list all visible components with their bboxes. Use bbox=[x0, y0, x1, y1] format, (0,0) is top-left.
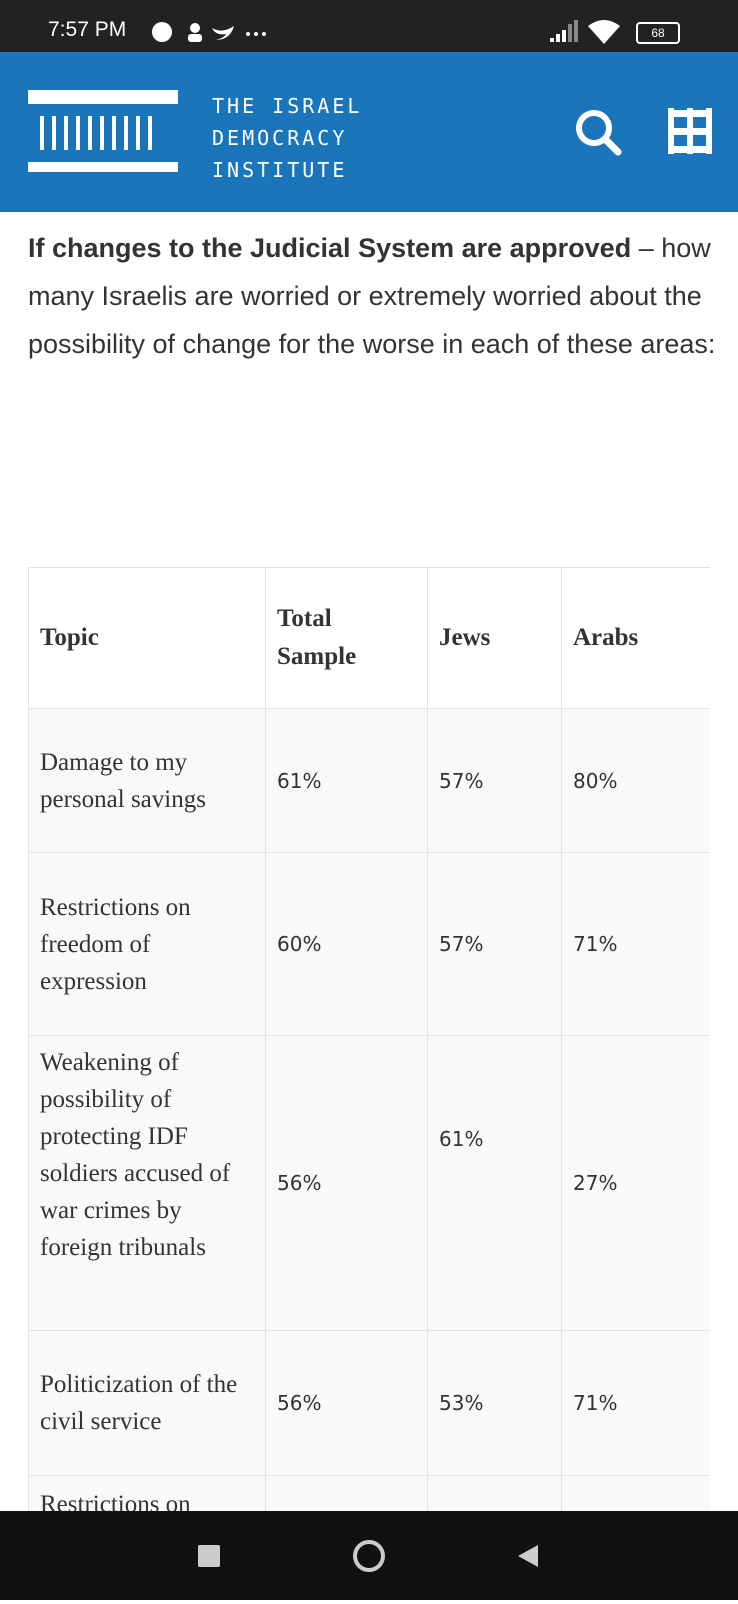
value-cell: 61% bbox=[427, 1035, 562, 1331]
back-button[interactable] bbox=[518, 1545, 538, 1567]
value-cell bbox=[427, 1475, 562, 1511]
header-cell: Arabs bbox=[561, 567, 710, 709]
menu-button[interactable] bbox=[668, 108, 712, 156]
header-cell: Topic bbox=[28, 567, 266, 709]
header-cell: Jews bbox=[427, 567, 562, 709]
intro-bold: If changes to the Judicial System are ap… bbox=[28, 233, 632, 263]
value-cell bbox=[265, 1475, 428, 1511]
value-cell: 57% bbox=[427, 708, 562, 853]
header-row: Topic Total Sample Jews Arabs bbox=[28, 567, 710, 709]
logo-text[interactable]: THE ISRAEL DEMOCRACY INSTITUTE bbox=[212, 90, 362, 186]
table-row: Restrictions on freedom of expression 60… bbox=[28, 852, 710, 1036]
battery: 68 bbox=[636, 22, 680, 44]
logo-line: DEMOCRACY bbox=[212, 126, 348, 150]
table-row: Politicization of the civil service 56% … bbox=[28, 1330, 710, 1476]
topic-cell: Restrictions on bbox=[28, 1475, 266, 1511]
value-cell: 71% bbox=[561, 852, 710, 1036]
value-cell: 61% bbox=[265, 708, 428, 853]
topic-cell: Damage to my personal savings bbox=[28, 708, 266, 853]
table-row: Damage to my personal savings 61% 57% 80… bbox=[28, 708, 710, 853]
topic-cell: Politicization of the civil service bbox=[28, 1330, 266, 1476]
intro-rest: – how many Israelis are worried or extre… bbox=[28, 233, 716, 359]
value-cell: 53% bbox=[427, 1330, 562, 1476]
value-cell: 60% bbox=[265, 852, 428, 1036]
value-cell bbox=[561, 1475, 710, 1511]
notification-icons bbox=[152, 22, 266, 42]
time: 7:57 PM bbox=[48, 18, 127, 41]
topic-cell: Restrictions on freedom of expression bbox=[28, 852, 266, 1036]
recent-apps-button[interactable] bbox=[198, 1545, 220, 1567]
home-button[interactable] bbox=[353, 1540, 385, 1572]
logo-icon[interactable] bbox=[28, 90, 180, 176]
header-cell: Total Sample bbox=[265, 567, 428, 709]
value-cell: 56% bbox=[265, 1035, 428, 1331]
value-cell: 71% bbox=[561, 1330, 710, 1476]
intro-text: If changes to the Judicial System are ap… bbox=[28, 224, 718, 368]
table-row: Weakening of possibility of protecting I… bbox=[28, 1035, 710, 1331]
status-bar: 7:57 PM 68 bbox=[0, 0, 738, 52]
data-table: Topic Total Sample Jews Arabs Damage to … bbox=[28, 567, 710, 1511]
signal-wifi bbox=[550, 20, 620, 44]
logo-line: INSTITUTE bbox=[212, 158, 348, 182]
nav-icons bbox=[198, 1540, 538, 1572]
navigation-bar bbox=[0, 1511, 738, 1600]
topic-cell: Weakening of possibility of protecting I… bbox=[28, 1035, 266, 1331]
value-cell: 57% bbox=[427, 852, 562, 1036]
logo-line: THE ISRAEL bbox=[212, 94, 363, 118]
table-container: Topic Total Sample Jews Arabs Damage to … bbox=[28, 567, 710, 1511]
table-row: Restrictions on bbox=[28, 1475, 710, 1511]
value-cell: 80% bbox=[561, 708, 710, 853]
site-header: THE ISRAEL DEMOCRACY INSTITUTE bbox=[0, 52, 738, 212]
value-cell: 56% bbox=[265, 1330, 428, 1476]
search-button[interactable] bbox=[574, 108, 622, 156]
value-cell: 27% bbox=[561, 1035, 710, 1331]
